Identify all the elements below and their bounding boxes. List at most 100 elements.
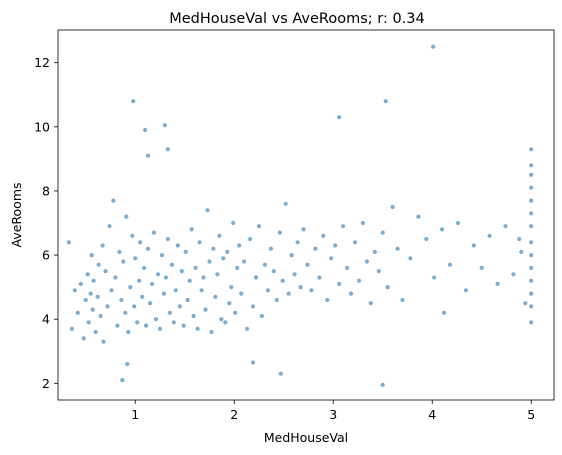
data-point bbox=[529, 147, 534, 152]
data-point bbox=[191, 313, 196, 319]
data-point bbox=[113, 275, 118, 280]
data-point bbox=[295, 240, 300, 245]
data-point bbox=[132, 304, 137, 309]
data-point bbox=[227, 301, 232, 306]
data-point bbox=[529, 211, 534, 216]
data-point bbox=[292, 272, 297, 277]
data-point bbox=[193, 265, 198, 270]
data-point bbox=[151, 230, 157, 235]
data-point bbox=[259, 313, 264, 319]
data-point bbox=[274, 297, 279, 303]
data-point bbox=[383, 99, 388, 104]
data-point bbox=[173, 288, 178, 293]
data-point bbox=[503, 224, 508, 229]
data-point bbox=[185, 297, 190, 303]
data-point bbox=[78, 281, 83, 286]
data-point bbox=[165, 147, 170, 152]
data-point bbox=[223, 320, 228, 325]
data-point bbox=[341, 224, 346, 229]
data-point bbox=[352, 240, 358, 245]
data-point bbox=[133, 256, 138, 261]
data-point bbox=[416, 214, 421, 219]
y-tick-label: 4 bbox=[42, 312, 50, 327]
data-point bbox=[144, 323, 149, 328]
data-point bbox=[199, 288, 204, 293]
data-point bbox=[165, 236, 170, 242]
data-point bbox=[140, 294, 145, 299]
data-point bbox=[345, 265, 350, 270]
data-point bbox=[117, 249, 122, 254]
data-point bbox=[529, 163, 534, 168]
data-point bbox=[201, 275, 206, 280]
data-point bbox=[242, 259, 247, 264]
data-point bbox=[179, 269, 184, 274]
data-point bbox=[159, 253, 165, 258]
y-axis-label: AveRooms bbox=[9, 182, 24, 247]
data-point bbox=[442, 310, 447, 315]
data-point bbox=[183, 249, 188, 254]
data-point bbox=[157, 326, 163, 331]
data-point bbox=[161, 291, 166, 296]
data-point bbox=[101, 339, 106, 344]
x-tick-label: 2 bbox=[230, 407, 238, 422]
data-point bbox=[511, 272, 516, 277]
data-point bbox=[197, 240, 202, 245]
data-point bbox=[529, 172, 534, 177]
data-point bbox=[529, 240, 534, 245]
data-point bbox=[283, 201, 288, 206]
data-point bbox=[175, 243, 180, 248]
data-point bbox=[123, 310, 128, 315]
data-point bbox=[124, 214, 129, 219]
data-point bbox=[440, 227, 445, 232]
data-point bbox=[150, 281, 155, 286]
data-point bbox=[69, 326, 74, 331]
data-point bbox=[239, 291, 244, 296]
data-point bbox=[95, 294, 100, 299]
data-point bbox=[119, 297, 124, 303]
data-point bbox=[85, 272, 90, 277]
data-point bbox=[317, 275, 322, 280]
data-point bbox=[229, 285, 234, 290]
data-point bbox=[337, 281, 342, 286]
data-point bbox=[529, 198, 534, 203]
data-point bbox=[250, 360, 256, 365]
data-point bbox=[380, 230, 385, 235]
data-point bbox=[205, 208, 210, 213]
data-point bbox=[215, 272, 220, 277]
data-point bbox=[203, 307, 208, 312]
data-point bbox=[455, 220, 461, 226]
x-tick-label: 1 bbox=[131, 407, 139, 422]
data-point bbox=[213, 294, 218, 299]
y-tick-label: 6 bbox=[42, 248, 50, 263]
data-point bbox=[235, 265, 240, 270]
data-point bbox=[181, 323, 186, 328]
data-point bbox=[286, 291, 291, 296]
data-point bbox=[329, 256, 334, 261]
y-tick-label: 2 bbox=[42, 376, 50, 391]
data-point bbox=[309, 288, 314, 293]
data-point bbox=[253, 275, 259, 280]
data-point bbox=[187, 278, 192, 283]
data-point bbox=[277, 230, 282, 235]
data-point bbox=[211, 246, 216, 251]
data-point bbox=[167, 310, 172, 315]
points-layer bbox=[66, 44, 534, 387]
data-point bbox=[364, 259, 369, 264]
data-point bbox=[447, 262, 453, 267]
x-tick-label: 3 bbox=[329, 407, 337, 422]
y-tick-label: 10 bbox=[34, 119, 50, 134]
data-point bbox=[111, 198, 116, 203]
data-point bbox=[100, 243, 105, 248]
plot-area bbox=[58, 30, 554, 400]
data-point bbox=[103, 269, 108, 274]
data-point bbox=[262, 262, 267, 267]
data-point bbox=[289, 253, 294, 258]
data-point bbox=[89, 253, 94, 258]
data-point bbox=[256, 224, 262, 229]
data-point bbox=[348, 291, 354, 296]
data-point bbox=[487, 233, 492, 238]
data-point bbox=[325, 297, 330, 303]
data-point bbox=[169, 262, 174, 267]
data-point bbox=[333, 243, 338, 248]
